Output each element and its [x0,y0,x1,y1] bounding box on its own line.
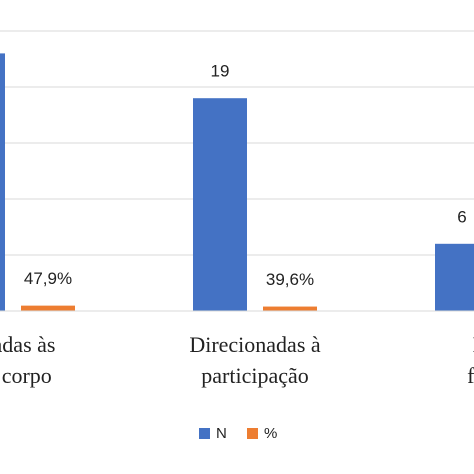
data-label: 6 [457,207,466,226]
legend-swatch [199,428,210,439]
legend-label: % [264,425,277,442]
bar [193,98,247,311]
x-tick-label: onadas às [0,332,55,357]
data-label: 19 [211,62,230,81]
x-tick-label: Direc [473,332,474,357]
data-label: 47,9% [24,269,72,288]
data-label: 39,6% [266,270,314,289]
legend-swatch [247,428,258,439]
bar [435,243,474,311]
bar [263,306,317,311]
bar [0,53,5,312]
x-tick-label: fatores [467,363,474,388]
x-tick-label: Direcionadas à [189,332,321,357]
legend-label: N [216,425,227,442]
bar [21,305,75,311]
x-tick-label: do corpo [0,363,52,388]
x-tick-label: participação [201,363,309,388]
